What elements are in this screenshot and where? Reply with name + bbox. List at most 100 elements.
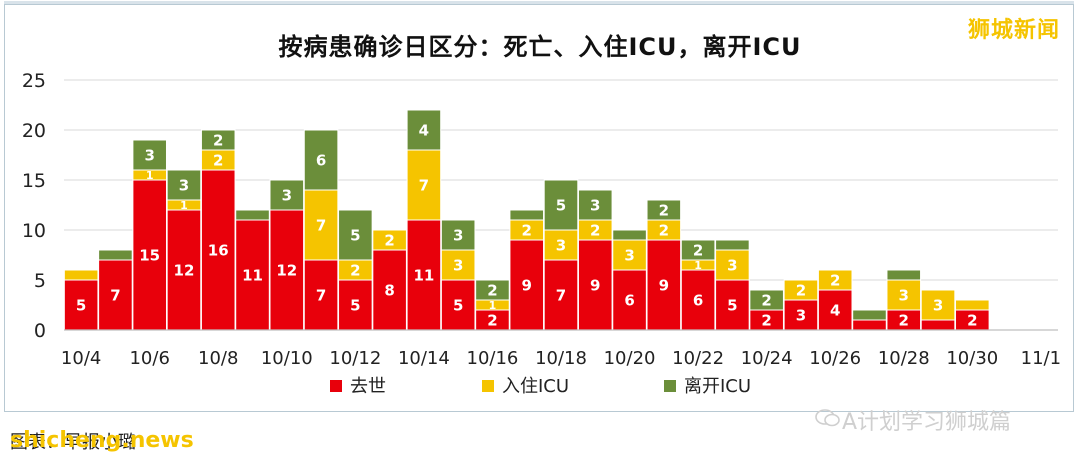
bar-segment-icu-out <box>680 239 716 261</box>
legend-label: 去世 <box>350 376 386 397</box>
x-tick-label: 10/20 <box>604 348 656 369</box>
bar-segment-death <box>817 289 853 331</box>
x-tick-label: 10/30 <box>946 348 998 369</box>
data-label: 2 <box>213 151 223 169</box>
data-label: 3 <box>179 176 189 194</box>
wechat-icon <box>815 409 840 427</box>
data-label: 4 <box>830 301 840 319</box>
x-tick-label: 10/10 <box>261 348 313 369</box>
bar-segment-icu-out <box>166 169 202 201</box>
bar-segment-icu-in <box>372 229 407 251</box>
data-label: 2 <box>796 281 806 299</box>
data-label: 2 <box>522 221 532 239</box>
data-label: 3 <box>453 226 463 244</box>
bar-segment-death <box>269 209 305 331</box>
x-tick-label: 10/18 <box>535 348 587 369</box>
data-label: 2 <box>761 291 771 309</box>
y-tick-label: 20 <box>22 120 46 142</box>
data-label: 7 <box>316 286 326 304</box>
data-label: 3 <box>453 256 463 274</box>
watermark-domain: shicheng.news <box>10 428 194 453</box>
bar-segment-death <box>63 279 99 331</box>
data-label: 2 <box>830 271 840 289</box>
data-label: 12 <box>276 261 297 279</box>
source-credit: 图表：早报小璐 <box>10 432 136 453</box>
data-label: 5 <box>350 226 360 244</box>
bar-segment-icu-out <box>646 199 682 221</box>
bar-segment-death <box>440 279 476 331</box>
bar-segment-icu-in <box>406 149 442 221</box>
data-label: 2 <box>693 241 703 259</box>
data-label: 6 <box>624 291 634 309</box>
data-label: 4 <box>419 121 429 139</box>
chart-title: 按病患确诊日区分：死亡、入住ICU，离开ICU <box>278 33 802 61</box>
data-label: 9 <box>659 276 669 294</box>
data-label: 1 <box>694 259 702 272</box>
bar-segment-icu-out <box>886 269 922 281</box>
bar-segment-icu-out <box>612 229 647 241</box>
bar-segment-icu-out <box>132 139 167 171</box>
data-label: 11 <box>242 266 263 284</box>
data-label: 3 <box>899 286 909 304</box>
data-label: 15 <box>139 246 160 264</box>
bar-segment-death <box>715 279 750 331</box>
data-label: 7 <box>556 286 566 304</box>
brand-tag: 狮城新闻 <box>967 18 1060 43</box>
data-label: 5 <box>727 296 737 314</box>
data-label: 8 <box>384 281 394 299</box>
data-label: 1 <box>180 199 188 212</box>
frame-top-band <box>4 1 1074 4</box>
bar-segment-death <box>852 319 887 331</box>
legend-swatch <box>664 380 676 392</box>
bar-segment-death <box>646 239 682 331</box>
data-label: 3 <box>144 146 154 164</box>
data-label: 11 <box>413 266 434 284</box>
bar-segment-icu-in <box>440 249 476 281</box>
bar-segment-death <box>372 249 407 331</box>
data-label: 7 <box>419 176 429 194</box>
bar-segment-icu-out <box>406 109 442 151</box>
data-label: 6 <box>693 291 703 309</box>
data-label: 2 <box>384 231 394 249</box>
data-label: 5 <box>350 296 360 314</box>
data-label: 5 <box>76 296 86 314</box>
data-label: 2 <box>487 311 497 329</box>
bar-segment-icu-out <box>475 279 510 301</box>
y-tick-label: 0 <box>34 320 46 342</box>
legend-label: 入住ICU <box>502 376 569 397</box>
x-tick-label: 10/4 <box>61 348 101 369</box>
bar-segment-icu-in <box>63 269 99 281</box>
bar-segment-death <box>338 279 373 331</box>
data-label: 2 <box>487 281 497 299</box>
x-tick-label: 10/12 <box>329 348 381 369</box>
data-label: 3 <box>590 196 600 214</box>
bar-segment-icu-out <box>749 289 784 311</box>
y-tick-label: 25 <box>22 70 46 92</box>
bar-segment-icu-in <box>715 249 750 281</box>
bar-segment-icu-out <box>509 209 545 221</box>
data-label: 1 <box>146 169 154 182</box>
data-label: 9 <box>522 276 532 294</box>
bar-segment-icu-out <box>98 249 133 261</box>
bar-segment-icu-in <box>303 189 339 261</box>
data-label: 2 <box>761 311 771 329</box>
bar-segment-icu-out <box>200 129 236 151</box>
bar-segment-death <box>235 219 270 331</box>
bar-segment-icu-out <box>338 209 373 261</box>
x-tick-label: 10/26 <box>809 348 861 369</box>
data-label: 6 <box>316 151 326 169</box>
bar-segment-death <box>783 299 819 331</box>
wechat-account: A计划学习狮城篇 <box>842 410 1012 435</box>
data-label: 12 <box>174 261 195 279</box>
y-tick-label: 10 <box>22 220 46 242</box>
bar-segment-icu-in <box>955 299 990 311</box>
x-tick-label: 10/22 <box>672 348 724 369</box>
data-label: 5 <box>556 196 566 214</box>
bar-segment-death <box>680 269 716 331</box>
bar-segment-death <box>612 269 647 331</box>
bar-segment-icu-out <box>852 309 887 321</box>
legend-label: 离开ICU <box>684 376 751 397</box>
x-tick-label: 11/1 <box>1021 348 1061 369</box>
legend-swatch <box>482 380 494 392</box>
